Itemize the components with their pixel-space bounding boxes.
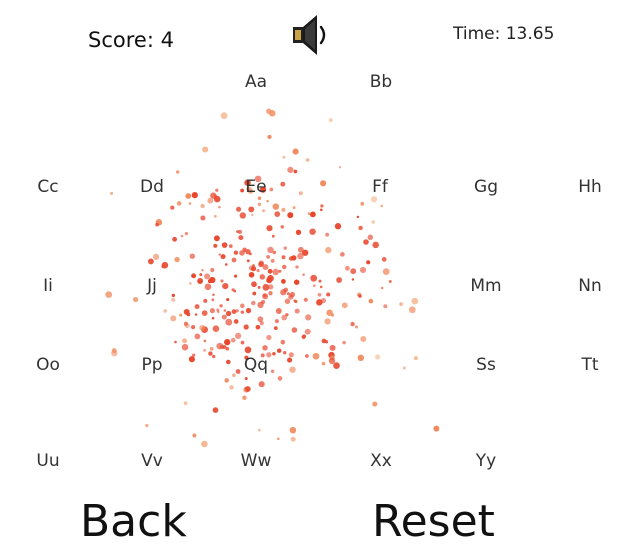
reset-button[interactable]: Reset [372,496,495,547]
letter-tile-bb[interactable]: Bb [369,72,393,92]
letter-tile-ss[interactable]: Ss [476,355,496,375]
timer-display: Time: 13.65 [453,24,555,44]
letter-tile-dd[interactable]: Dd [140,177,164,197]
letter-tile-cc[interactable]: Cc [37,177,59,197]
letter-tile-gg[interactable]: Gg [474,177,498,197]
letter-tile-ff[interactable]: Ff [372,177,388,197]
letter-tile-oo[interactable]: Oo [36,355,60,375]
letter-tile-aa[interactable]: Aa [244,72,268,92]
letter-tile-ii[interactable]: Ii [43,276,53,296]
back-button[interactable]: Back [80,496,187,547]
letter-tile-pp[interactable]: Pp [141,355,163,375]
letter-tile-ee[interactable]: Ee [245,177,267,197]
letter-tile-jj[interactable]: Jj [147,276,157,296]
letter-tile-hh[interactable]: Hh [578,177,602,197]
letter-tile-uu[interactable]: Uu [36,451,60,471]
speaker-icon[interactable] [287,10,331,60]
letter-tile-xx[interactable]: Xx [370,451,392,471]
letter-tile-tt[interactable]: Tt [581,355,599,375]
letter-tile-yy[interactable]: Yy [475,451,497,471]
letter-tile-vv[interactable]: Vv [141,451,163,471]
letter-tile-ww[interactable]: Ww [240,451,272,471]
score-display: Score: 4 [88,28,174,52]
letter-tile-qq[interactable]: Qq [243,355,269,375]
letter-tile-nn[interactable]: Nn [578,276,602,296]
letter-tile-mm[interactable]: Mm [470,276,502,296]
